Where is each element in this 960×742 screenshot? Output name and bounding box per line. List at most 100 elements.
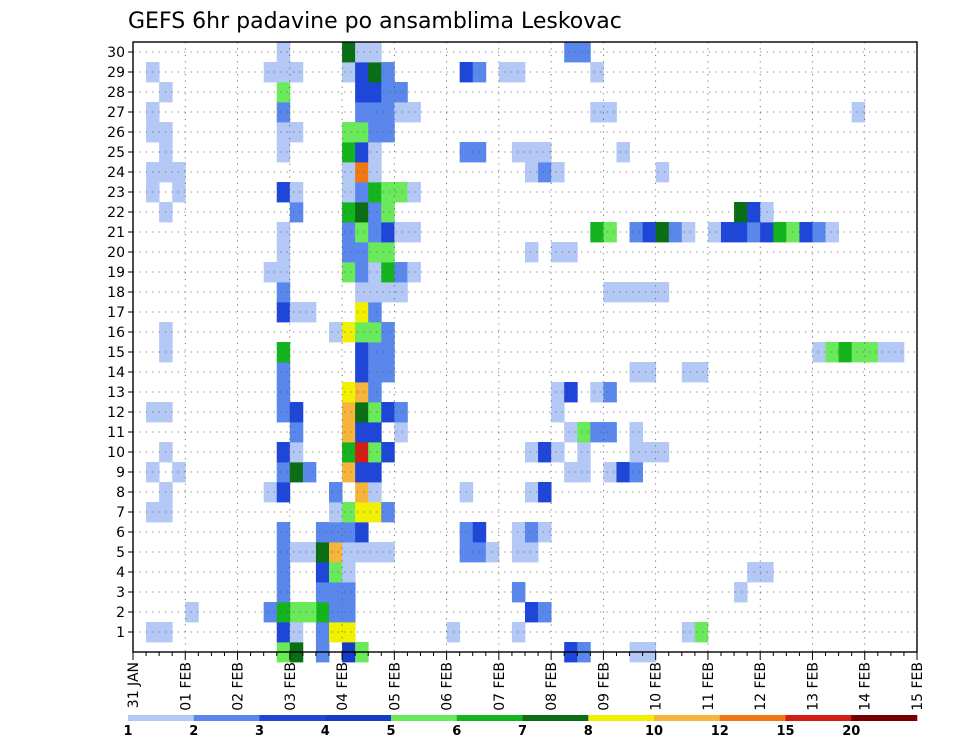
heatmap-cell: [276, 122, 291, 143]
heatmap-cell: [276, 242, 291, 263]
colorbar-segment: [193, 715, 260, 721]
colorbar-label: 20: [842, 724, 860, 739]
heatmap-cell: [355, 62, 369, 83]
y-tick-label: 7: [116, 505, 125, 521]
y-tick-label: 28: [107, 85, 125, 101]
heatmap-cell: [276, 362, 291, 383]
heatmap-cell: [342, 42, 356, 63]
x-tick-label: 01 FEB: [178, 662, 194, 711]
heatmap-cell: [812, 342, 826, 363]
heatmap-cell: [368, 382, 382, 403]
heatmap-cell: [890, 342, 905, 363]
heatmap-cell: [302, 462, 317, 483]
heatmap-cell: [342, 262, 356, 283]
heatmap-cell: [590, 102, 604, 123]
y-tick-label: 5: [116, 545, 125, 561]
x-tick-label: 03 FEB: [283, 662, 299, 711]
heatmap-cell: [525, 442, 539, 463]
heatmap-cell: [603, 222, 617, 243]
heatmap-cell: [355, 42, 369, 63]
heatmap-cell: [289, 202, 304, 223]
heatmap-cell: [276, 62, 291, 83]
heatmap-cell: [616, 282, 630, 303]
heatmap-cell: [355, 162, 369, 183]
heatmap-cell: [342, 542, 356, 563]
heatmap-cell: [655, 442, 670, 463]
heatmap-cell: [289, 302, 304, 323]
colorbar-segment: [259, 715, 326, 721]
heatmap-cell: [368, 262, 382, 283]
x-tick-label: 07 FEB: [492, 662, 508, 711]
heatmap-cell: [355, 142, 369, 163]
heatmap-cell: [381, 62, 395, 83]
heatmap-cell: [342, 462, 356, 483]
heatmap-cell: [851, 102, 866, 123]
heatmap-cell: [263, 262, 278, 283]
colorbar-segment: [588, 715, 655, 721]
colorbar-segment: [128, 715, 195, 721]
heatmap-cell: [590, 422, 604, 443]
heatmap-cell: [381, 222, 395, 243]
heatmap-cell: [329, 502, 343, 523]
heatmap-cell: [525, 602, 539, 623]
heatmap-cell: [276, 522, 291, 543]
colorbar-label: 5: [386, 724, 395, 739]
heatmap-cell: [342, 202, 356, 223]
heatmap-cell: [368, 222, 382, 243]
heatmap-cell: [276, 382, 291, 403]
colorbar-label: 10: [645, 724, 663, 739]
heatmap-cell: [368, 142, 382, 163]
heatmap-cell: [511, 622, 526, 643]
heatmap-cell: [329, 602, 343, 623]
heatmap-cell: [381, 102, 395, 123]
y-tick-label: 24: [107, 165, 125, 181]
heatmap-cell: [368, 322, 382, 343]
heatmap-cell: [381, 82, 395, 103]
heatmap-cell: [355, 342, 369, 363]
heatmap-cell: [355, 122, 369, 143]
heatmap-cell: [577, 422, 591, 443]
heatmap-cell: [511, 542, 526, 563]
heatmap-cell: [603, 422, 617, 443]
heatmap-cell: [551, 382, 565, 403]
heatmap-cell: [289, 122, 304, 143]
heatmap-cell: [381, 442, 395, 463]
heatmap-cell: [355, 422, 369, 443]
heatmap-cell: [276, 342, 291, 363]
heatmap-cell: [642, 362, 657, 383]
colorbar-segment: [785, 715, 852, 721]
heatmap-cell: [721, 222, 735, 243]
y-tick-label: 9: [116, 465, 125, 481]
heatmap-cell: [276, 142, 291, 163]
heatmap-cell: [368, 442, 382, 463]
heatmap-cell: [394, 282, 408, 303]
y-tick-label: 30: [107, 45, 125, 61]
heatmap-cell: [838, 342, 853, 363]
heatmap-cell: [289, 62, 304, 83]
heatmap-cell: [355, 262, 369, 283]
colorbar-segment: [325, 715, 392, 721]
heatmap-cell: [276, 602, 291, 623]
heatmap-cell: [276, 282, 291, 303]
y-tick-label: 19: [107, 265, 125, 281]
heatmap-cell: [276, 262, 291, 283]
heatmap-cell: [355, 402, 369, 423]
axes: 1234567891011121314151617181920212223242…: [107, 41, 926, 711]
y-tick-label: 10: [107, 445, 125, 461]
heatmap-cell: [694, 622, 709, 643]
heatmap-cell: [616, 142, 630, 163]
heatmap-cell: [355, 182, 369, 203]
heatmap-cell: [603, 282, 617, 303]
heatmap-cell: [681, 622, 696, 643]
heatmap-cell: [289, 402, 304, 423]
heatmap-cell: [368, 362, 382, 383]
y-tick-label: 3: [116, 585, 125, 601]
colorbar-label: 15: [776, 724, 794, 739]
heatmap-cell: [538, 162, 552, 183]
heatmap-cell: [590, 382, 604, 403]
y-tick-label: 23: [107, 185, 125, 201]
heatmap-cell: [329, 322, 343, 343]
heatmap-cell: [538, 142, 552, 163]
grid-lines: [133, 42, 917, 652]
